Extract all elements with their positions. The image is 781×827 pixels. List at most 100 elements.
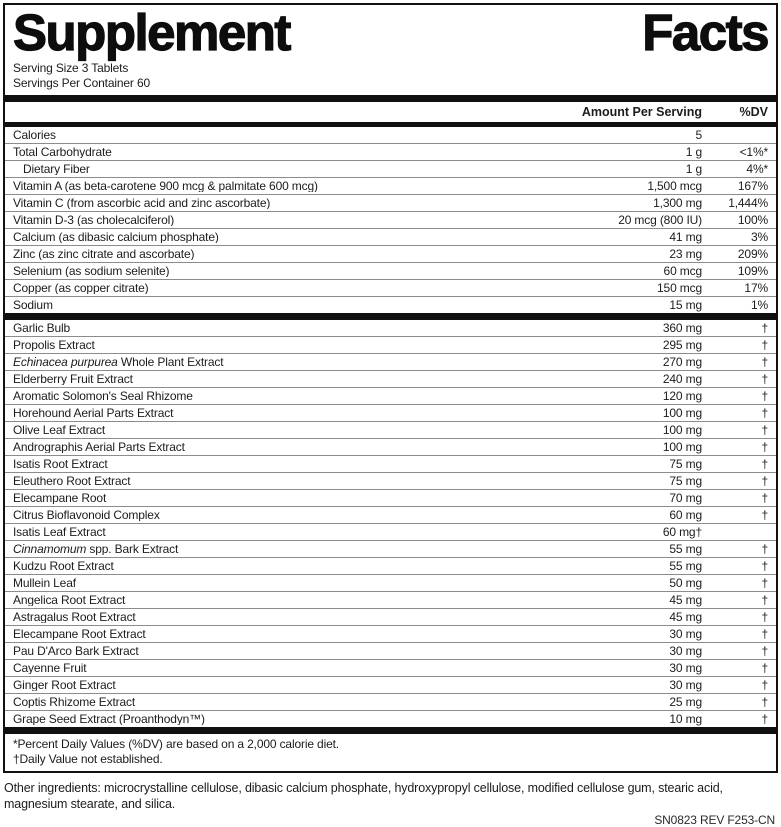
ingredient-label: Kudzu Root Extract [13, 559, 114, 572]
table-row: Cinnamomum spp. Bark Extract 55 mg † [5, 539, 776, 557]
table-row: Horehound Aerial Parts Extract 100 mg † [5, 403, 776, 421]
table-row: Eleuthero Root Extract 75 mg † [5, 471, 776, 489]
amount-value: 100 mg [662, 405, 702, 420]
dv-value: † [761, 643, 768, 658]
ingredient-label: Horehound Aerial Parts Extract [13, 406, 174, 419]
ingredient-label: Echinacea purpurea Whole Plant Extract [13, 355, 224, 368]
ingredient-label: Olive Leaf Extract [13, 423, 106, 436]
dv-value: 17% [744, 280, 768, 295]
table-row: Grape Seed Extract (Proanthodyn™) 10 mg † [5, 709, 776, 727]
dv-value: † [761, 354, 768, 369]
amount-value: 75 mg [669, 456, 702, 471]
dv-header: %DV [739, 104, 768, 119]
ingredient-label: Total Carbohydrate [13, 145, 112, 158]
divider-bar-middle [5, 312, 776, 320]
ingredient-label: Vitamin C (from ascorbic acid and zinc a… [13, 196, 271, 209]
dv-value: † [761, 405, 768, 420]
ingredient-label: Vitamin D-3 (as cholecalciferol) [13, 213, 175, 226]
ingredient-label: Grape Seed Extract (Proanthodyn™) [13, 712, 205, 725]
table-row: Echinacea purpurea Whole Plant Extract 27… [5, 352, 776, 370]
supplement-facts-panel: Supplement Facts Serving Size 3 Tablets … [3, 3, 778, 773]
dv-value: 109% [737, 263, 768, 278]
table-row: Kudzu Root Extract 55 mg † [5, 556, 776, 574]
serving-size-text: Serving Size 3 Tablets [13, 60, 129, 75]
column-header-row: Amount Per Serving %DV [5, 102, 776, 122]
table-row: Isatis Leaf Extract 60 mg† [5, 522, 776, 540]
dv-value: † [761, 558, 768, 573]
amount-value: 75 mg [669, 473, 702, 488]
amount-value: 60 mg [669, 507, 702, 522]
table-row: Copper (as copper citrate) 150 mcg 17% [5, 278, 776, 296]
ingredient-label: Mullein Leaf [13, 576, 76, 589]
table-row: Vitamin D-3 (as cholecalciferol) 20 mcg (… [5, 210, 776, 228]
amount-value: 45 mg [669, 609, 702, 624]
dv-value: † [761, 490, 768, 505]
amount-value: 240 mg [662, 371, 702, 386]
amount-value: 1 g [685, 144, 702, 159]
table-row: Ginger Root Extract 30 mg † [5, 675, 776, 693]
amount-value: 30 mg [669, 660, 702, 675]
ingredient-label: Elecampane Root Extract [13, 627, 146, 640]
table-row: Isatis Root Extract 75 mg † [5, 454, 776, 472]
amount-value: 50 mg [669, 575, 702, 590]
amount-value: 100 mg [662, 439, 702, 454]
amount-value: 30 mg [669, 677, 702, 692]
table-row: Selenium (as sodium selenite) 60 mcg 109% [5, 261, 776, 279]
other-ingredients-text: Other ingredients: microcrystalline cell… [4, 780, 723, 811]
ingredient-label: Astragalus Root Extract [13, 610, 136, 623]
ingredient-label: Isatis Root Extract [13, 457, 108, 470]
serving-info: Serving Size 3 Tablets Servings Per Cont… [5, 58, 776, 95]
ingredient-label: Vitamin A (as beta-carotene 900 mcg & pa… [13, 179, 318, 192]
dv-value: † [761, 575, 768, 590]
ingredient-label: Angelica Root Extract [13, 593, 126, 606]
amount-value: 70 mg [669, 490, 702, 505]
amount-value: 360 mg [662, 320, 702, 335]
ingredient-label: Cayenne Fruit [13, 661, 87, 674]
table-row: Elderberry Fruit Extract 240 mg † [5, 369, 776, 387]
amount-value: 10 mg [669, 711, 702, 726]
amount-value: 1,500 mcg [647, 178, 702, 193]
ingredient-label: Andrographis Aerial Parts Extract [13, 440, 185, 453]
amount-per-serving-header: Amount Per Serving [581, 104, 702, 119]
ingredient-label: Coptis Rhizome Extract [13, 695, 136, 708]
amount-value: 270 mg [662, 354, 702, 369]
dagger-footnote: †Daily Value not established. [13, 751, 163, 766]
table-row: Mullein Leaf 50 mg † [5, 573, 776, 591]
dv-value: † [761, 660, 768, 675]
amount-value: 15 mg [669, 297, 702, 312]
divider-bar-bottom [5, 726, 776, 734]
divider-bar-top [5, 94, 776, 102]
divider-bar-header [5, 121, 776, 127]
dv-value: 100% [737, 212, 768, 227]
ingredient-label: Citrus Bioflavonoid Complex [13, 508, 160, 521]
panel-title: Supplement Facts [5, 5, 776, 58]
table-row: Calcium (as dibasic calcium phosphate) 41… [5, 227, 776, 245]
title-word-supplement: Supplement [12, 4, 292, 61]
table-row: Aromatic Solomon's Seal Rhizome 120 mg † [5, 386, 776, 404]
ingredient-label: Eleuthero Root Extract [13, 474, 131, 487]
footer-code: SN0823 REV F253-CN [654, 812, 775, 827]
dv-value: † [761, 592, 768, 607]
table-row: Zinc (as zinc citrate and ascorbate) 23 m… [5, 244, 776, 262]
amount-value: 60 mg† [662, 524, 702, 539]
table-row: Garlic Bulb 360 mg † [5, 320, 776, 336]
amount-value: 120 mg [662, 388, 702, 403]
amount-value: 55 mg [669, 558, 702, 573]
amount-value: 30 mg [669, 626, 702, 641]
dv-value: † [761, 694, 768, 709]
amount-value: 295 mg [662, 337, 702, 352]
dv-value: † [761, 541, 768, 556]
amount-value: 60 mcg [663, 263, 703, 278]
ingredient-label: Aromatic Solomon's Seal Rhizome [13, 389, 193, 402]
amount-value: 25 mg [669, 694, 702, 709]
ingredient-label: Dietary Fiber [23, 162, 90, 175]
ingredient-label: Ginger Root Extract [13, 678, 116, 691]
amount-value: 1,300 mg [653, 195, 702, 210]
percent-dv-footnote: *Percent Daily Values (%DV) are based on… [13, 736, 339, 751]
amount-value: 45 mg [669, 592, 702, 607]
table-row: Vitamin C (from ascorbic acid and zinc a… [5, 193, 776, 211]
table-row: Cayenne Fruit 30 mg † [5, 658, 776, 676]
dv-value: † [761, 456, 768, 471]
ingredient-label: Cinnamomum spp. Bark Extract [13, 542, 179, 555]
ingredient-label: Isatis Leaf Extract [13, 525, 106, 538]
